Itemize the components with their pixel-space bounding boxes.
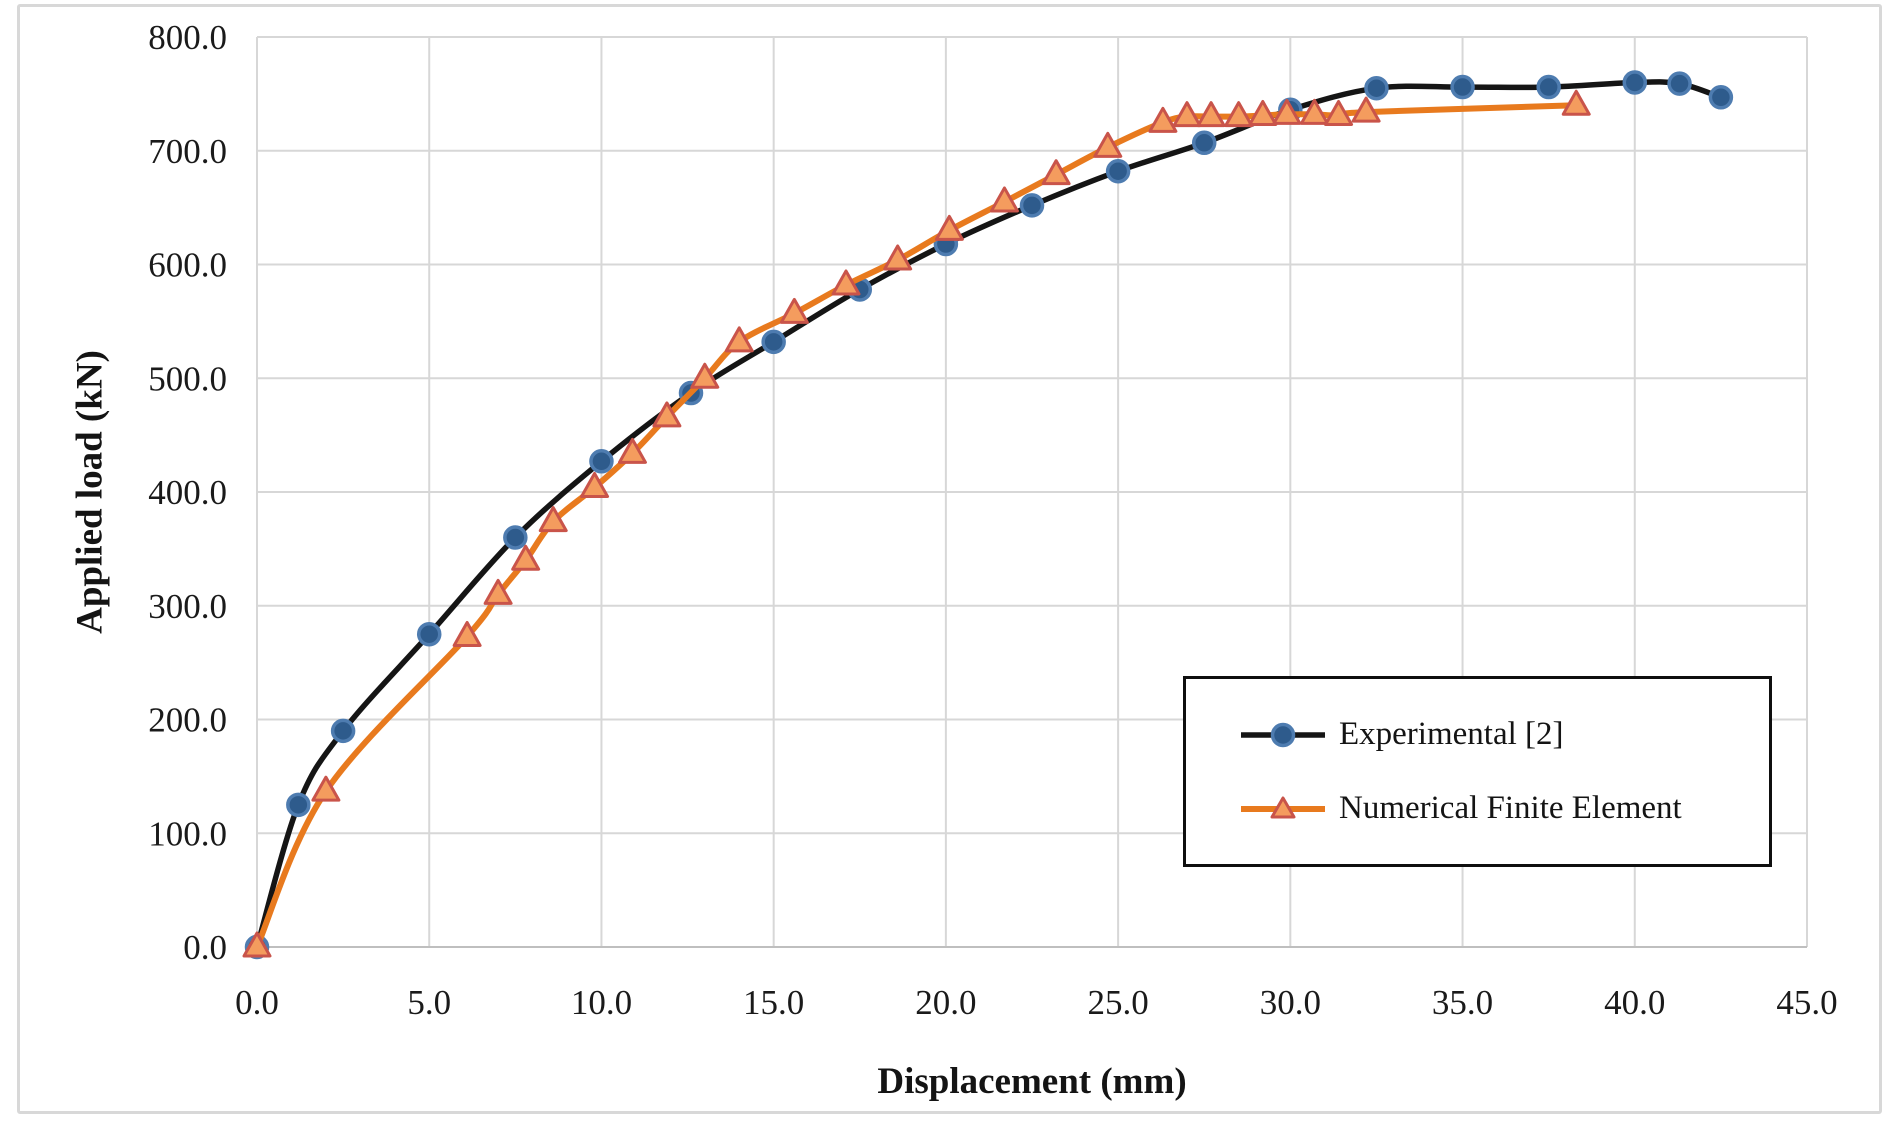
x-tick-label: 10.0: [571, 983, 632, 1022]
data-point-circle: [1019, 193, 1045, 218]
data-point-circle: [1191, 130, 1217, 156]
data-point-triangle: [538, 506, 568, 533]
data-point-circle: [589, 449, 614, 474]
y-tick-label: 600.0: [148, 246, 227, 285]
data-point-triangle: [1196, 101, 1226, 128]
data-point-circle: [1364, 75, 1389, 101]
y-tick-label: 200.0: [148, 701, 227, 740]
data-point-triangle: [690, 362, 720, 389]
data-point-triangle: [1299, 98, 1329, 125]
data-point-circle: [761, 329, 786, 355]
legend-entry-experimental: Experimental [2]: [1238, 716, 1769, 753]
legend-label-experimental: Experimental [2]: [1339, 716, 1564, 752]
data-point-triangle: [934, 214, 964, 241]
data-point-triangle: [1248, 99, 1278, 126]
x-tick-label: 5.0: [407, 983, 451, 1022]
x-tick-label: 35.0: [1432, 983, 1493, 1022]
data-point-circle: [330, 718, 356, 744]
x-tick-label: 30.0: [1260, 983, 1321, 1022]
y-tick-label: 300.0: [148, 587, 227, 626]
data-point-triangle: [1041, 159, 1071, 186]
data-point-triangle: [580, 471, 610, 498]
y-tick-label: 800.0: [148, 18, 227, 57]
y-tick-label: 500.0: [148, 359, 227, 398]
legend-label-numerical: Numerical Finite Element: [1339, 790, 1682, 826]
data-point-circle: [503, 525, 528, 550]
data-point-triangle: [1324, 99, 1354, 126]
data-point-triangle: [779, 297, 809, 324]
x-tick-label: 20.0: [915, 983, 976, 1022]
x-tick-label: 25.0: [1087, 983, 1148, 1022]
data-point-triangle: [483, 578, 513, 605]
legend-entry-numerical: Numerical Finite Element: [1238, 790, 1769, 827]
data-point-triangle: [1561, 89, 1591, 116]
data-point-triangle: [989, 186, 1019, 213]
data-point-circle: [1105, 158, 1131, 184]
x-axis-title: Displacement (mm): [877, 1061, 1187, 1102]
data-point-triangle: [617, 437, 647, 464]
y-tick-label: 400.0: [148, 473, 227, 512]
data-point-triangle: [511, 544, 541, 571]
data-point-triangle: [724, 326, 754, 353]
x-tick-label: 45.0: [1776, 983, 1837, 1022]
y-axis-title: Applied load (kN): [69, 350, 111, 634]
experimental-line-circle-marker-icon: [1241, 722, 1325, 747]
data-point-circle: [1450, 74, 1475, 100]
data-point-triangle: [652, 401, 682, 428]
data-point-triangle: [1172, 101, 1202, 128]
data-point-triangle: [1148, 106, 1178, 133]
data-point-circle: [1667, 71, 1692, 96]
data-point-triangle: [1272, 98, 1302, 125]
data-point-triangle: [883, 244, 913, 271]
x-tick-label: 0.0: [235, 983, 279, 1022]
data-point-triangle: [1351, 96, 1381, 123]
data-point-circle: [1708, 85, 1734, 110]
data-point-circle: [416, 621, 442, 647]
data-point-triangle: [1224, 101, 1254, 128]
chart-outer-border: [17, 4, 1882, 1114]
data-point-triangle: [1093, 131, 1123, 158]
y-tick-label: 100.0: [148, 814, 227, 853]
x-tick-label: 15.0: [743, 983, 804, 1022]
data-point-triangle: [452, 620, 482, 647]
x-tick-label: 40.0: [1604, 983, 1665, 1022]
data-point-circle: [1536, 74, 1561, 100]
legend: Experimental [2] Numerical Finite Elemen…: [1183, 676, 1772, 867]
data-point-triangle: [242, 931, 272, 958]
data-point-circle: [1622, 70, 1648, 95]
numerical-line-triangle-marker-icon: [1241, 796, 1325, 818]
y-tick-label: 700.0: [148, 132, 227, 171]
y-tick-label: 0.0: [183, 928, 227, 967]
data-point-triangle: [831, 269, 861, 296]
data-point-triangle: [311, 775, 341, 802]
data-point-circle: [286, 792, 311, 818]
